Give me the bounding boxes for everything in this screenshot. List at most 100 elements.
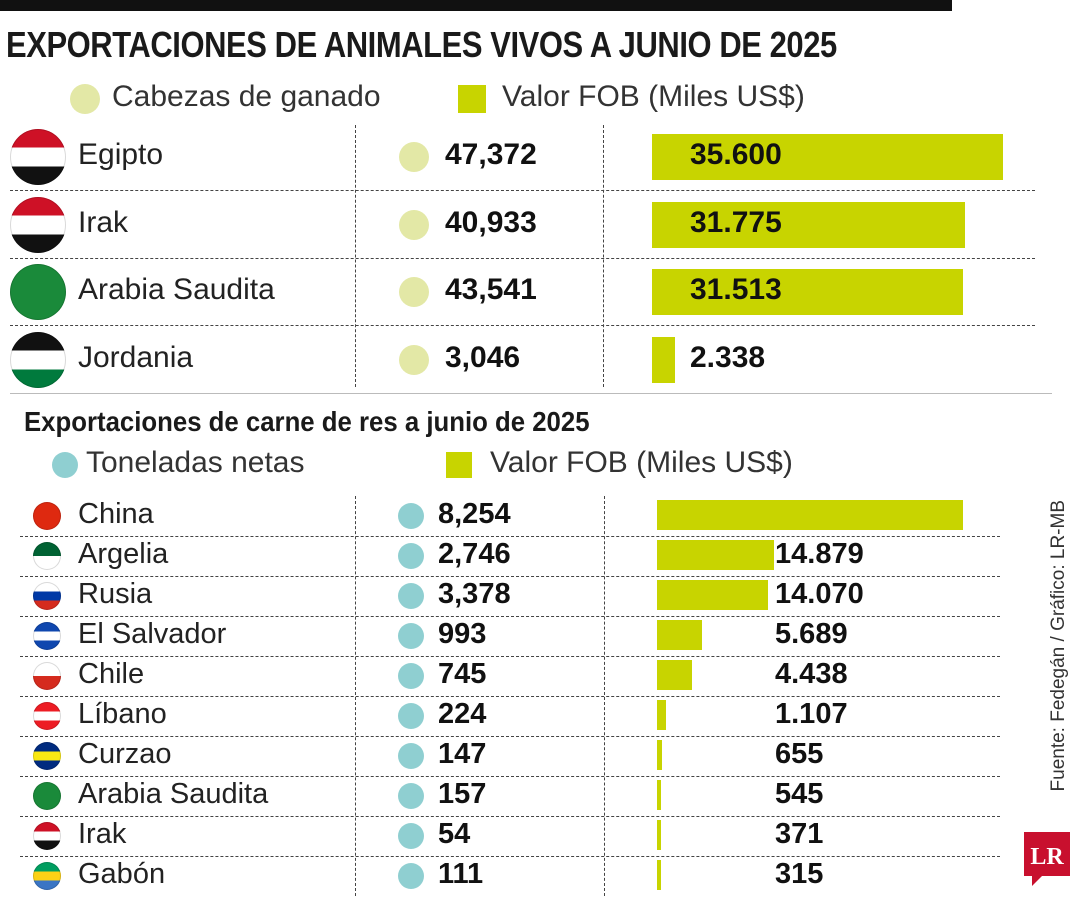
fob-bar — [652, 201, 966, 248]
lr-logo: LR — [1024, 832, 1070, 886]
el-salvador-flag-icon — [33, 622, 61, 650]
china-flag-icon — [33, 502, 61, 530]
legend-tons-label: Toneladas netas — [86, 446, 305, 479]
source-text: Fuente: Fedegán / Gráfico: LR-MB — [1048, 500, 1069, 792]
fob-bar — [652, 134, 1003, 180]
country-name: Irak — [78, 205, 129, 239]
country-name: Curzao — [78, 738, 172, 770]
country-name: Gabón — [78, 858, 166, 890]
section-divider — [10, 393, 1052, 394]
gabon-flag-icon — [33, 862, 61, 890]
legend-tons-dot — [52, 452, 78, 478]
fob-bar — [657, 820, 661, 850]
curacao-flag-icon — [33, 742, 61, 770]
heads-dot — [399, 209, 429, 240]
tons-dot — [398, 863, 424, 889]
fob-bar — [657, 540, 774, 570]
column-divider — [604, 496, 605, 896]
country-name: Arabia Saudita — [78, 778, 269, 810]
fob-value: 315 — [775, 858, 824, 890]
fob-value: 1.107 — [775, 698, 848, 730]
iraq-flag-icon — [10, 196, 66, 253]
legend-fob-square-beef — [446, 452, 472, 478]
fob-bar — [657, 500, 963, 530]
egypt-flag-icon — [10, 129, 66, 185]
chart-title-live-animals: EXPORTACIONES DE ANIMALES VIVOS A JUNIO … — [6, 24, 837, 65]
fob-value: 4.438 — [775, 658, 848, 690]
fob-bar — [657, 620, 702, 650]
fob-bar — [657, 860, 661, 890]
heads-dot — [399, 344, 429, 375]
tons-value: 3,378 — [438, 578, 511, 610]
row-divider — [10, 325, 1035, 326]
heads-value: 43,541 — [445, 273, 537, 306]
row-divider — [20, 576, 1000, 577]
tons-dot — [398, 743, 424, 769]
row-divider — [20, 536, 1000, 537]
row-divider — [20, 856, 1000, 857]
country-name: Chile — [78, 658, 145, 690]
source-credit: Fuente: Fedegán / Gráfico: LR-MB — [1048, 500, 1078, 820]
tons-dot — [398, 543, 424, 569]
country-name: Egipto — [78, 138, 164, 171]
country-name: El Salvador — [78, 618, 227, 650]
fob-value: 655 — [775, 738, 824, 770]
heads-value: 3,046 — [445, 340, 521, 374]
tons-value: 993 — [438, 618, 487, 650]
legend-fob-label: Valor FOB (Miles US$) — [502, 80, 805, 113]
tons-dot — [398, 783, 424, 809]
fob-value: 5.689 — [775, 618, 848, 650]
fob-value: 545 — [775, 778, 824, 810]
column-divider — [355, 125, 356, 387]
fob-bar — [657, 700, 666, 730]
column-divider — [355, 496, 356, 896]
fob-value: 31.513 — [690, 273, 782, 306]
row-divider — [20, 656, 1000, 657]
country-name: Arabia Saudita — [78, 273, 275, 306]
tons-value: 147 — [438, 738, 487, 770]
fob-value: 2.338 — [690, 340, 766, 374]
tons-dot — [398, 623, 424, 649]
heads-value: 47,372 — [445, 138, 537, 171]
tons-value: 745 — [438, 658, 487, 690]
fob-value: 35.600 — [690, 138, 782, 171]
row-divider — [10, 190, 1035, 191]
tons-value: 54 — [438, 818, 471, 850]
fob-bar — [657, 780, 662, 810]
fob-bar — [657, 660, 692, 690]
tons-dot — [398, 823, 424, 849]
column-divider — [603, 125, 604, 387]
saudi-arabia-flag-icon — [10, 264, 66, 320]
country-name: Rusia — [78, 578, 153, 610]
row-divider — [20, 736, 1000, 737]
tons-dot — [398, 663, 424, 689]
tons-dot — [398, 503, 424, 529]
tons-value: 2,746 — [438, 538, 511, 570]
saudi-arabia-flag-icon — [33, 782, 61, 810]
russia-flag-icon — [33, 582, 61, 610]
fob-bar — [652, 336, 676, 383]
fob-value: 31.775 — [690, 205, 782, 239]
country-name: Jordania — [78, 340, 194, 374]
row-divider — [20, 616, 1000, 617]
tons-dot — [398, 583, 424, 609]
row-divider — [20, 816, 1000, 817]
tons-value: 8,254 — [438, 498, 511, 530]
country-name: Líbano — [78, 698, 167, 730]
jordan-flag-icon — [10, 331, 66, 388]
legend-heads-label: Cabezas de ganado — [112, 80, 381, 113]
heads-dot — [399, 277, 429, 307]
country-name: China — [78, 498, 154, 530]
algeria-flag-icon — [33, 542, 61, 570]
svg-text:LR: LR — [1030, 844, 1064, 870]
iraq-flag-icon — [33, 822, 61, 850]
fob-bar — [652, 269, 963, 315]
legend-heads-dot — [70, 84, 100, 114]
chart-title-beef: Exportaciones de carne de res a junio de… — [24, 406, 590, 437]
heads-dot — [399, 142, 429, 172]
tons-dot — [398, 703, 424, 729]
fob-bar — [657, 740, 663, 770]
legend-fob-square — [458, 85, 486, 113]
legend-fob-label-beef: Valor FOB (Miles US$) — [490, 446, 793, 479]
country-name: Irak — [78, 818, 127, 850]
